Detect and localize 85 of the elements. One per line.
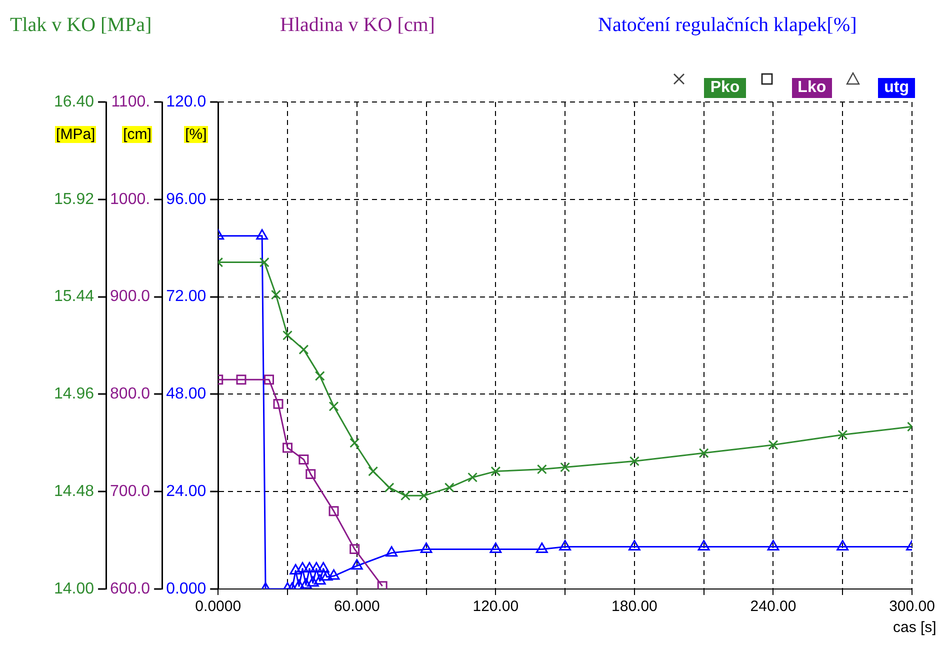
point xyxy=(293,579,306,589)
y2-tick-label: 1100. xyxy=(111,93,150,110)
point xyxy=(306,469,316,480)
point xyxy=(350,438,360,448)
point xyxy=(298,344,309,355)
x-tick-label: 180.00 xyxy=(612,598,658,616)
point xyxy=(298,454,309,464)
point xyxy=(560,462,570,472)
point xyxy=(320,570,333,581)
text: Lko xyxy=(792,78,832,98)
point xyxy=(270,290,281,300)
point xyxy=(317,562,330,572)
y-tick-label: 14.96 xyxy=(54,386,94,403)
y3-tick-label: 0.000 xyxy=(166,580,206,598)
point xyxy=(629,456,640,466)
point xyxy=(418,490,429,501)
y-tick-label: 14.48 xyxy=(54,483,94,500)
point xyxy=(490,542,502,553)
point xyxy=(628,540,640,551)
point xyxy=(468,472,478,482)
point xyxy=(559,540,572,551)
x-tick-label: 120.00 xyxy=(472,598,519,616)
y3-tick-label: 48.00 xyxy=(166,386,206,403)
text: [cm] xyxy=(122,126,152,143)
point xyxy=(350,544,360,554)
point xyxy=(300,578,312,589)
y2-tick-label: 700.0 xyxy=(110,483,150,500)
y2-tick-label: 900.0 xyxy=(110,288,150,306)
point xyxy=(328,506,339,516)
point xyxy=(444,482,454,493)
point xyxy=(314,574,326,585)
point xyxy=(768,440,778,450)
point xyxy=(767,540,780,551)
point xyxy=(264,374,274,385)
point xyxy=(698,448,709,458)
point xyxy=(296,562,308,572)
point xyxy=(256,229,268,240)
y3-axis-title: Natočení regulačních klapek[%] xyxy=(598,14,857,37)
point xyxy=(536,464,547,474)
x-axis-title: cas [s] xyxy=(893,619,936,636)
y2-tick-label: 600.0 xyxy=(110,580,150,598)
y-tick-label: 15.44 xyxy=(54,288,94,306)
point xyxy=(304,562,316,572)
point xyxy=(836,540,849,551)
point xyxy=(310,562,322,572)
text: [%] xyxy=(184,126,208,143)
point xyxy=(536,542,548,553)
point xyxy=(307,576,319,587)
point xyxy=(400,490,410,501)
y2-axis-title: Hladina v KO [cm] xyxy=(280,14,435,37)
x-tick-label: 240.00 xyxy=(750,598,796,616)
y3-tick-label: 72.00 xyxy=(166,288,206,306)
x-tick-label: 0.0000 xyxy=(195,598,242,616)
point xyxy=(290,564,302,574)
y-tick-label: 15.92 xyxy=(54,190,94,208)
y3-tick-label: 96.00 xyxy=(166,190,206,208)
text: Pko xyxy=(704,78,746,98)
point xyxy=(384,482,394,493)
point xyxy=(420,542,432,553)
x-tick-label: 60.000 xyxy=(334,598,380,616)
y-axis-title: Tlak v KO [MPa] xyxy=(10,14,152,37)
point xyxy=(236,374,246,385)
point xyxy=(698,540,710,551)
point xyxy=(838,430,848,440)
y-tick-label: 14.00 xyxy=(54,580,94,598)
point xyxy=(377,581,388,589)
point xyxy=(282,330,292,340)
point xyxy=(259,257,270,268)
point xyxy=(368,466,378,476)
point xyxy=(328,569,340,580)
point xyxy=(314,370,325,381)
y2-tick-label: 1000. xyxy=(110,190,150,208)
point xyxy=(490,466,501,476)
text: utg xyxy=(878,78,915,98)
y2-tick-label: 800.0 xyxy=(110,386,150,403)
y3-tick-label: 120.0 xyxy=(166,93,206,110)
point xyxy=(282,442,292,453)
point xyxy=(328,401,339,412)
point xyxy=(350,559,363,570)
x-tick-label: 300.00 xyxy=(889,598,935,616)
point xyxy=(386,546,398,557)
y3-tick-label: 24.00 xyxy=(166,483,206,500)
text: [MPa] xyxy=(55,126,96,143)
point xyxy=(273,398,284,409)
y-tick-label: 16.40 xyxy=(54,93,94,110)
